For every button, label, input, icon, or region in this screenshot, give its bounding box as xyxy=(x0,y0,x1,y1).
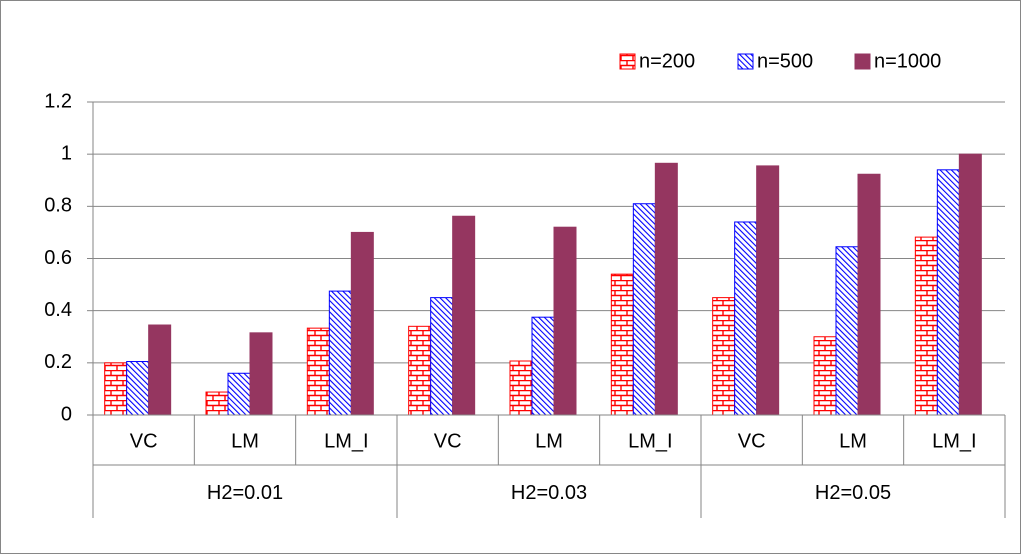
y-tick-label: 0.6 xyxy=(44,247,72,269)
bar xyxy=(531,316,555,416)
bar xyxy=(430,297,454,416)
group-label: H2=0.05 xyxy=(815,482,891,504)
y-tick-label: 0.2 xyxy=(44,351,72,373)
bar xyxy=(306,327,330,416)
group-label: H2=0.03 xyxy=(511,482,587,504)
bar xyxy=(712,297,736,416)
bar xyxy=(632,203,656,416)
x-tick-label: LM xyxy=(839,430,867,452)
legend-label: n=500 xyxy=(757,50,813,72)
bar xyxy=(328,290,352,416)
bar xyxy=(734,221,758,416)
bar xyxy=(857,173,881,416)
group-label: H2=0.01 xyxy=(207,482,283,504)
legend-swatch xyxy=(737,53,754,70)
legend-label: n=1000 xyxy=(874,50,941,72)
bar xyxy=(249,332,273,416)
y-tick-label: 0 xyxy=(61,403,72,425)
bar xyxy=(205,391,229,416)
bar xyxy=(610,273,634,416)
y-tick-label: 1 xyxy=(61,142,72,164)
bar xyxy=(936,169,960,416)
y-tick-label: 0.8 xyxy=(44,195,72,217)
bar xyxy=(350,231,374,416)
legend-swatch xyxy=(619,53,636,70)
bar xyxy=(227,372,251,416)
x-tick-label: VC xyxy=(434,430,462,452)
bar xyxy=(452,215,476,416)
bar xyxy=(148,324,172,416)
bar xyxy=(408,325,432,416)
legend-label: n=200 xyxy=(639,50,695,72)
bar xyxy=(104,362,128,416)
bar xyxy=(654,162,678,416)
bar xyxy=(126,361,150,416)
x-tick-label: LM xyxy=(231,430,259,452)
bar xyxy=(509,360,533,416)
y-tick-label: 0.4 xyxy=(44,299,72,321)
bar xyxy=(958,153,982,416)
bar xyxy=(813,336,837,416)
x-tick-label: LM_I xyxy=(324,430,368,452)
bar xyxy=(756,165,780,416)
bar xyxy=(914,236,938,416)
bar xyxy=(553,226,577,416)
x-tick-label: VC xyxy=(130,430,158,452)
x-tick-label: LM xyxy=(535,430,563,452)
bar xyxy=(835,246,859,416)
x-tick-label: LM_I xyxy=(628,430,672,452)
y-tick-label: 1.2 xyxy=(44,90,72,112)
x-tick-label: VC xyxy=(738,430,766,452)
x-tick-label: LM_I xyxy=(932,430,976,452)
legend-swatch xyxy=(854,53,871,70)
